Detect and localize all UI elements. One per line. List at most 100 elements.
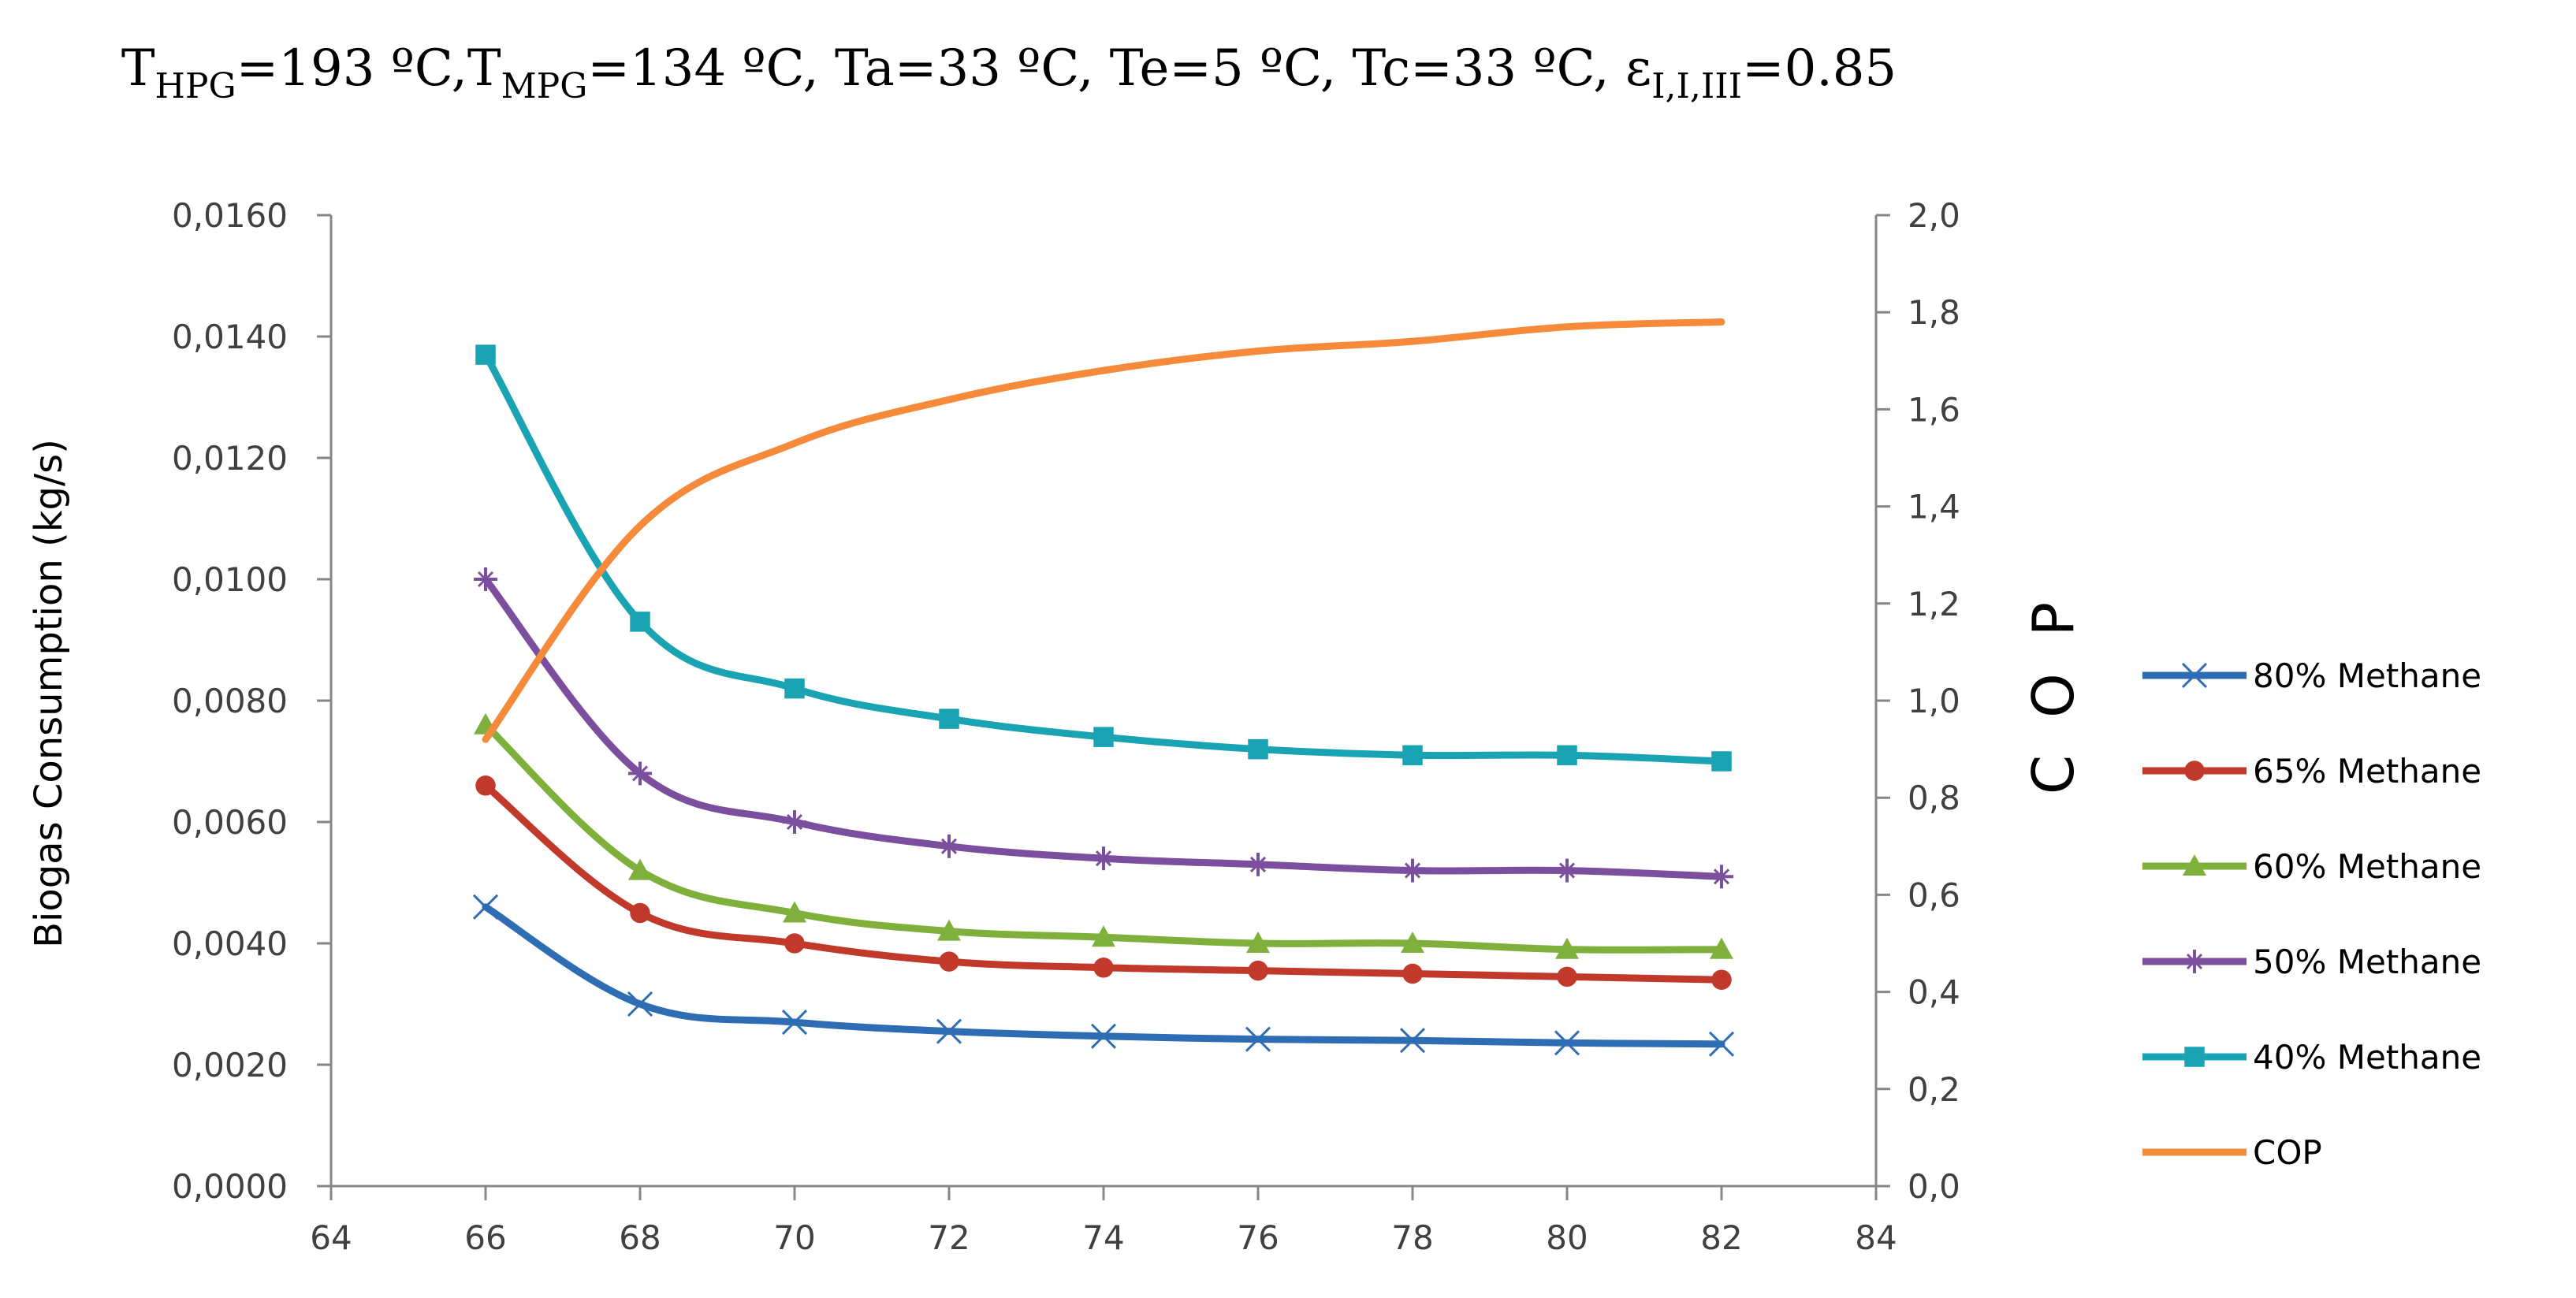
legend-item-50-methane: 50% Methane	[2142, 943, 2481, 981]
legend-label-cop: COP	[2253, 1133, 2322, 1172]
y2-tick-label: 1,4	[1908, 488, 1960, 526]
data-point-40-methane	[475, 344, 496, 365]
data-point-40-methane	[1711, 751, 1732, 772]
data-point-60-methane	[783, 901, 806, 923]
y-tick-label: 0,0060	[172, 803, 288, 842]
y-tick-label: 0,0020	[172, 1046, 288, 1084]
data-point-50-methane	[1246, 852, 1270, 876]
marker-stroke	[1404, 862, 1421, 879]
marker-stroke	[631, 765, 649, 782]
legend-marker-60-methane	[2183, 854, 2206, 876]
data-point-80-methane	[1708, 1031, 1735, 1057]
data-point-65-methane	[630, 902, 650, 924]
y2-tick-label: 0,4	[1908, 973, 1960, 1012]
data-point-65-methane	[1248, 960, 1268, 981]
marker-stroke	[1090, 1023, 1117, 1049]
x-tick-label: 80	[1546, 1218, 1588, 1257]
data-point-65-methane	[475, 775, 496, 796]
legend-label-80-methane: 80% Methane	[2253, 656, 2481, 695]
x-tick-label: 78	[1391, 1218, 1433, 1257]
marker-stroke	[1708, 1031, 1735, 1057]
series-50-methane	[474, 567, 1733, 889]
marker-stroke	[477, 571, 494, 588]
data-point-40-methane	[784, 678, 805, 699]
marker-stroke	[472, 894, 499, 920]
data-point-50-methane	[628, 761, 652, 786]
data-point-65-methane	[1402, 963, 1423, 984]
x-tick-label: 66	[464, 1218, 506, 1257]
x-tick-label: 68	[619, 1218, 661, 1257]
data-point-40-methane	[630, 612, 650, 632]
y2-tick-label: 1,6	[1908, 390, 1960, 429]
marker-stroke	[627, 991, 653, 1017]
series-layer	[472, 318, 1735, 1057]
marker-stroke	[2181, 662, 2208, 689]
marker-stroke	[2186, 953, 2203, 970]
y-axis-label: Biogas Consumption (kg/s)	[27, 439, 71, 948]
marker-stroke	[781, 1010, 808, 1036]
data-point-80-methane	[1245, 1026, 1271, 1052]
series-80-methane	[472, 894, 1735, 1057]
data-point-80-methane	[1554, 1030, 1580, 1056]
data-point-40-methane	[1557, 745, 1577, 766]
data-point-50-methane	[1092, 846, 1115, 871]
series-cop	[482, 318, 1725, 743]
y-tick-label: 0,0120	[172, 439, 288, 478]
title-t-mpg: T	[467, 39, 501, 98]
x-tick-label: 82	[1700, 1218, 1742, 1257]
y2-tick-label: 1,0	[1908, 682, 1960, 720]
y-tick-label: 0,0000	[172, 1167, 288, 1206]
series-60-methane	[474, 712, 1733, 959]
axes: 64 66 68 70 72 74 76 78 80 82 84 0,0000 0,0020 0,0040…	[172, 196, 1960, 1257]
data-point-60-methane	[1246, 932, 1270, 953]
data-point-80-methane	[781, 1010, 808, 1036]
title-t-mpg-value: =134 ºC, Ta=33 ºC, Te=5 ºC, Tc=33 ºC,	[587, 39, 1625, 98]
data-point-60-methane	[1401, 932, 1424, 953]
title-epsilon: ε	[1625, 39, 1651, 98]
data-point-50-methane	[783, 810, 806, 834]
marker-stroke	[1249, 856, 1267, 872]
data-point-60-methane	[628, 858, 652, 880]
data-point-50-methane	[474, 567, 497, 591]
data-point-80-methane	[627, 991, 653, 1017]
legend-label-40-methane: 40% Methane	[2253, 1038, 2481, 1077]
data-point-80-methane	[1399, 1028, 1426, 1054]
legend-marker-50-methane	[2183, 950, 2206, 973]
data-point-60-methane	[937, 919, 961, 941]
y2-tick-label: 1,8	[1908, 293, 1960, 332]
marker-stroke	[786, 813, 803, 831]
data-point-50-methane	[1401, 858, 1424, 883]
x-tick-label: 74	[1082, 1218, 1124, 1257]
x-tick-label: 76	[1237, 1218, 1279, 1257]
y-tick-label: 0,0160	[172, 196, 288, 235]
data-point-60-methane	[1710, 937, 1733, 959]
legend: 80% Methane 65% Methane 60% Methane 50% Met…	[2142, 656, 2481, 1172]
data-point-60-methane	[1555, 937, 1579, 959]
data-point-50-methane	[937, 834, 961, 858]
data-point-80-methane	[1090, 1023, 1117, 1049]
series-line-60-methane	[482, 721, 1725, 954]
y-tick-label: 0,0100	[172, 560, 288, 599]
legend-item-80-methane: 80% Methane	[2142, 656, 2481, 695]
series-40-methane	[475, 344, 1732, 772]
x-tick-label: 84	[1855, 1218, 1897, 1257]
marker-stroke	[940, 838, 958, 854]
data-point-65-methane	[1557, 966, 1577, 987]
legend-item-65-methane: 65% Methane	[2142, 752, 2481, 790]
legend-marker-80-methane	[2181, 662, 2208, 689]
title-epsilon-sub: I,I,III	[1651, 66, 1742, 106]
marker-stroke	[1399, 1028, 1426, 1054]
data-point-40-methane	[1402, 745, 1423, 766]
x-tick-label: 70	[773, 1218, 815, 1257]
title-epsilon-value: =0.85	[1742, 39, 1897, 98]
x-tick-label: 64	[310, 1218, 352, 1257]
y2-tick-label: 0,2	[1908, 1070, 1960, 1109]
y-tick-label: 0,0040	[172, 924, 288, 963]
data-point-40-methane	[939, 709, 959, 729]
y-tick-label: 0,0140	[172, 318, 288, 356]
title-t-mpg-sub: MPG	[501, 66, 588, 106]
marker-stroke	[1245, 1026, 1271, 1052]
legend-marker-40-methane	[2184, 1047, 2205, 1067]
legend-marker-65-methane	[2184, 761, 2205, 781]
